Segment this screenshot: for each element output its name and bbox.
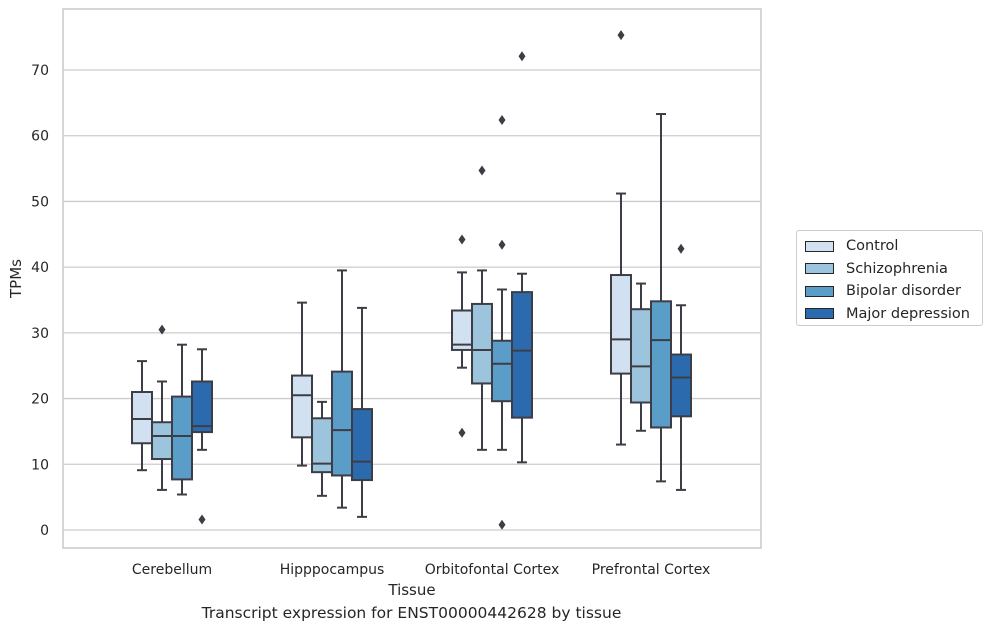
series-bipolar-disorder	[171, 113, 672, 530]
outlier-point	[158, 324, 166, 335]
y-tick-label: 0	[40, 523, 49, 539]
legend-label: Control	[846, 238, 899, 255]
y-tick-label: 20	[31, 392, 49, 408]
legend-label: Bipolar disorder	[846, 283, 961, 300]
x-tick-labels: Cerebellum Hipppocampus Orbitofontal Corte…	[132, 562, 710, 578]
y-tick-label: 10	[31, 457, 49, 473]
box	[191, 348, 213, 525]
legend-item: Control	[805, 235, 982, 258]
outlier-point	[458, 427, 466, 438]
legend: Control Schizophrenia Bipolar disorder Majo…	[796, 230, 983, 326]
box-body	[630, 308, 652, 404]
box-body	[291, 374, 313, 439]
y-tick-label: 40	[31, 260, 49, 276]
y-tick-label: 50	[31, 194, 49, 210]
box	[131, 360, 153, 472]
legend-item: Major depression	[805, 303, 982, 326]
outlier-point	[458, 234, 466, 245]
outlier-point	[498, 519, 506, 530]
box	[311, 400, 333, 497]
y-tick-label: 60	[31, 129, 49, 145]
legend-swatch	[805, 285, 834, 297]
box	[471, 165, 493, 451]
box-body	[151, 421, 173, 461]
y-axis-label: TPMs	[7, 259, 25, 299]
box	[151, 324, 173, 491]
series-major-depression	[191, 51, 692, 525]
outlier-point	[617, 30, 625, 41]
box	[610, 30, 632, 446]
legend-label: Schizophrenia	[846, 260, 948, 277]
outlier-point	[518, 51, 526, 62]
outlier-point	[498, 114, 506, 125]
y-tick-label: 70	[31, 63, 49, 79]
x-tick-label: Cerebellum	[132, 562, 212, 578]
box-body	[471, 302, 493, 385]
legend-swatch	[805, 308, 834, 320]
box-body	[171, 395, 193, 481]
grid-lines	[63, 69, 761, 531]
chart-caption: Transcript expression for ENST0000044262…	[201, 604, 622, 622]
series-schizophrenia	[151, 165, 652, 497]
legend-swatch	[805, 240, 834, 252]
box-body	[511, 291, 533, 419]
x-axis-label: Tissue	[387, 581, 435, 599]
x-tick-label: Prefrontal Cortex	[592, 562, 711, 578]
box	[171, 343, 193, 496]
box	[451, 234, 473, 438]
x-tick-label: Hipppocampus	[280, 562, 385, 578]
outlier-point	[498, 239, 506, 250]
x-tick-label: Orbitofontal Cortex	[425, 562, 560, 578]
outlier-point	[677, 243, 685, 254]
box	[630, 282, 652, 432]
box-body	[191, 380, 213, 434]
y-tick-label: 30	[31, 326, 49, 342]
box	[511, 51, 533, 464]
box-body	[650, 300, 672, 429]
box	[351, 306, 373, 518]
boxes	[131, 30, 692, 530]
box-body	[351, 408, 373, 482]
legend-item: Bipolar disorder	[805, 280, 982, 303]
box	[291, 301, 313, 467]
outlier-point	[198, 514, 206, 525]
box-body	[131, 391, 153, 445]
box-body	[331, 370, 353, 477]
box	[650, 113, 672, 483]
box	[331, 269, 353, 509]
legend-label: Major depression	[846, 305, 970, 322]
plot-frame	[62, 8, 762, 549]
outlier-point	[478, 165, 486, 176]
box-body	[491, 339, 513, 403]
box	[670, 243, 692, 491]
legend-item: Schizophrenia	[805, 258, 982, 281]
y-tick-labels: 0 10 20 30 40 50 60 70	[31, 63, 49, 539]
legend-swatch	[805, 263, 834, 275]
box-body	[610, 274, 632, 375]
box-body	[670, 353, 692, 418]
box	[491, 114, 513, 530]
